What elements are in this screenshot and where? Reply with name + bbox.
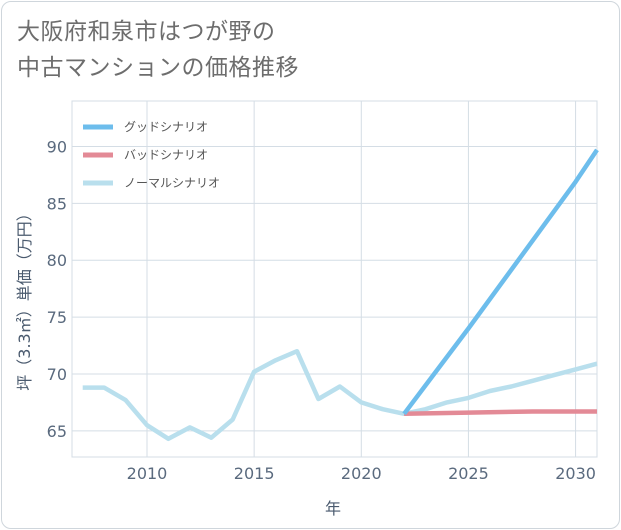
x-tick-label: 2030 [555,464,596,483]
series-line-good [402,148,599,416]
legend-label-normal: ノーマルシナリオ [124,176,220,190]
y-tick-label: 70 [47,365,67,384]
series-line-bad [404,409,597,417]
grid-lines [72,101,597,457]
y-axis-ticks: 65 70 75 80 85 90 [47,137,67,440]
legend-label-bad: バッドシナリオ [124,148,208,162]
y-tick-label: 80 [47,251,67,270]
x-tick-label: 2025 [448,464,489,483]
series-lines [82,148,599,442]
chart-title: 大阪府和泉市はつが野の 中古マンションの価格推移 [17,14,299,86]
y-tick-label: 65 [47,422,67,441]
x-tick-label: 2015 [234,464,275,483]
y-tick-label: 75 [47,308,67,327]
chart-title-line-2: 中古マンションの価格推移 [17,55,299,81]
legend-label-good: グッドシナリオ [124,120,208,134]
x-axis-title: 年 [325,499,341,518]
y-axis-title: 坪（3.3㎡）単価（万円） [15,205,34,390]
plot-area-frame [71,100,598,458]
x-tick-label: 2020 [341,464,382,483]
y-tick-label: 85 [47,194,67,213]
series-line-normal [82,348,598,442]
chart-title-line-1: 大阪府和泉市はつが野の [17,19,276,45]
y-tick-label: 90 [47,137,67,156]
x-axis-ticks: 2010 2015 2020 2025 2030 [127,464,596,483]
x-tick-label: 2010 [127,464,168,483]
